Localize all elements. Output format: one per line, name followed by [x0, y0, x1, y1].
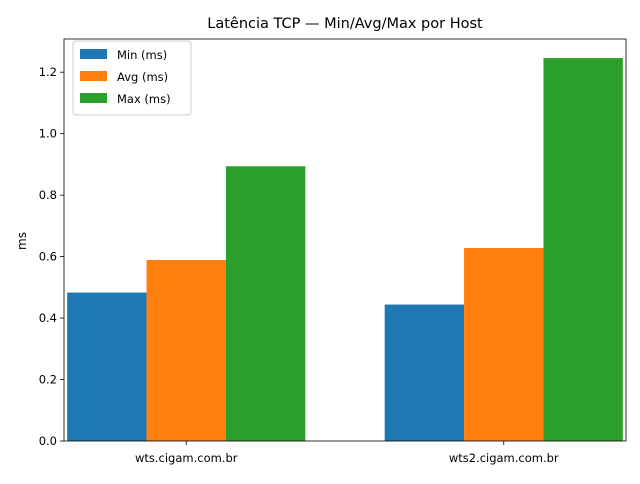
legend-swatch-2 — [80, 71, 107, 81]
x-tick-label: wts.cigam.com.br — [135, 451, 238, 465]
bar-2-category-1 — [146, 259, 226, 441]
bar-1-category-1 — [67, 292, 147, 441]
bars-layer — [67, 58, 623, 442]
legend-swatch-1 — [80, 49, 107, 59]
y-tick-label: 1.2 — [39, 65, 57, 79]
legend-label-3: Max (ms) — [117, 92, 171, 106]
bar-2-category-2 — [464, 247, 544, 441]
y-axis-label: ms — [15, 232, 29, 250]
bar-3-category-2 — [543, 58, 623, 442]
plot-frame — [63, 38, 627, 442]
bar-1-category-2 — [384, 304, 465, 441]
chart-title: Latência TCP — Min/Avg/Max por Host — [207, 16, 483, 32]
y-tick-label: 0.2 — [39, 373, 57, 387]
legend-swatch-3 — [80, 93, 107, 103]
x-tick-label: wts2.cigam.com.br — [449, 451, 559, 465]
axes-layer: 0.0 0.2 0.4 0.6 0.8 1.0 1.2 wts.cigam.com.br wts… — [39, 38, 627, 465]
y-tick-label: 0.4 — [39, 311, 57, 325]
y-tick-label: 0.8 — [39, 188, 57, 202]
y-tick-label: 0.0 — [39, 434, 57, 448]
legend-label-1: Min (ms) — [117, 48, 167, 62]
legend-label-2: Avg (ms) — [117, 70, 168, 84]
legend: Min (ms) Avg (ms) Max (ms) — [72, 40, 192, 116]
y-tick-label: 1.0 — [39, 127, 57, 141]
y-tick-label: 0.6 — [39, 250, 57, 264]
bar-3-category-1 — [225, 166, 306, 442]
